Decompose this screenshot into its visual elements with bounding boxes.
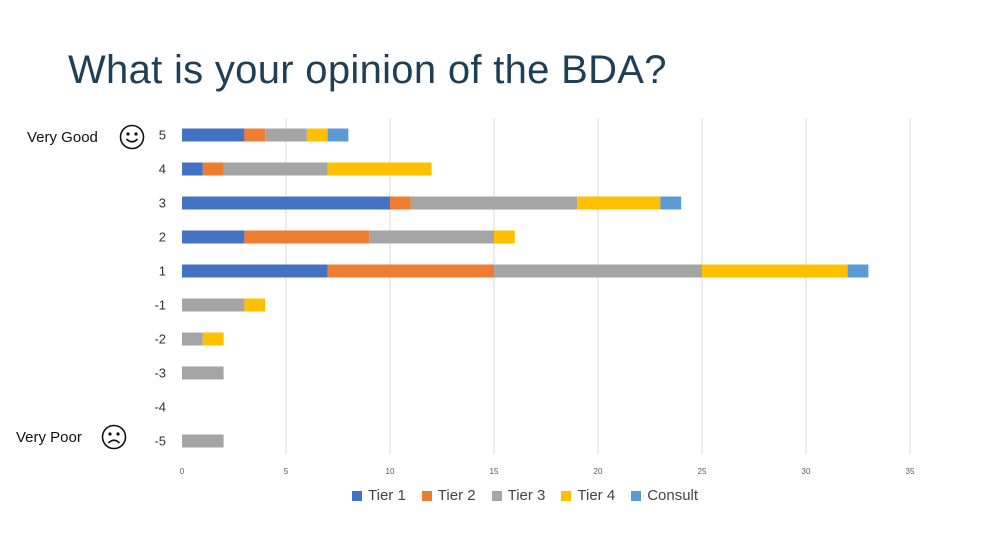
- legend-swatch: [352, 490, 362, 501]
- legend-label: Tier 1: [368, 487, 406, 504]
- bar-segment: [847, 264, 869, 278]
- very-poor-label: Very Poor: [16, 429, 82, 446]
- sad-face-icon: [101, 424, 127, 450]
- bar-segment: [327, 264, 494, 278]
- legend-swatch: [491, 490, 502, 501]
- bar-segment: [306, 128, 328, 142]
- bar-segment: [369, 230, 494, 244]
- bar-segment: [265, 128, 307, 142]
- bars: [182, 128, 869, 448]
- bar-segment: [182, 196, 390, 210]
- y-tick-label: -5: [154, 434, 166, 449]
- y-tick-label: 5: [159, 128, 166, 143]
- x-tick-label: 30: [802, 467, 811, 476]
- legend-swatch: [421, 490, 432, 501]
- y-tick-label: 3: [159, 196, 166, 211]
- x-tick-label: 10: [386, 467, 395, 476]
- bar-segment: [182, 230, 245, 244]
- bar-segment: [244, 128, 266, 142]
- bar-segment: [182, 332, 203, 346]
- x-tick-label: 15: [490, 467, 499, 476]
- stacked-bar-chart: 5 4 3 2 1 -1 -2 -3 -4 -5 0 5 10 15 20 25 30 35: [154, 118, 915, 476]
- bar-segment: [660, 196, 682, 210]
- bar-segment: [494, 264, 702, 278]
- legend: Tier 1 Tier 2 Tier 3 Tier 4 Consult: [352, 487, 698, 504]
- y-tick-label: 4: [159, 162, 166, 177]
- bar-segment: [244, 298, 266, 312]
- legend-item: Tier 4: [561, 487, 615, 504]
- y-tick-label: 2: [159, 230, 166, 245]
- bar-segment: [182, 264, 328, 278]
- x-tick-label: 5: [284, 467, 289, 476]
- bar-segment: [182, 162, 203, 176]
- legend-item: Consult: [631, 487, 698, 504]
- bar-segment: [202, 332, 224, 346]
- bar-segment: [202, 162, 224, 176]
- y-tick-label: -3: [154, 366, 166, 381]
- y-tick-label: 1: [159, 264, 166, 279]
- legend-label: Consult: [647, 487, 699, 504]
- bar-segment: [244, 230, 370, 244]
- bar-segment: [702, 264, 848, 278]
- legend-swatch: [631, 490, 642, 501]
- x-tick-label: 0: [180, 467, 185, 476]
- bar-segment: [410, 196, 578, 210]
- bar-segment: [577, 196, 661, 210]
- bar-segment: [182, 434, 224, 448]
- legend-label: Tier 2: [437, 487, 476, 504]
- x-tick-label: 20: [594, 467, 603, 476]
- bar-segment: [494, 230, 515, 244]
- bar-segment: [182, 128, 245, 142]
- smiley-face-icon: [119, 124, 145, 150]
- x-axis-labels: 0 5 10 15 20 25 30 35: [180, 467, 915, 476]
- y-tick-label: -2: [154, 332, 166, 347]
- legend-label: Tier 3: [507, 487, 546, 504]
- legend-item: Tier 2: [421, 487, 476, 504]
- chart-title: What is your opinion of the BDA?: [68, 48, 667, 92]
- y-axis-labels: 5 4 3 2 1 -1 -2 -3 -4 -5: [154, 128, 166, 449]
- legend-label: Tier 4: [577, 487, 616, 504]
- bar-segment: [327, 162, 432, 176]
- y-tick-label: -1: [154, 298, 166, 313]
- very-good-label: Very Good: [27, 129, 98, 146]
- y-tick-label: -4: [154, 400, 166, 415]
- bar-segment: [182, 298, 245, 312]
- gridlines: [285, 118, 911, 454]
- bar-segment: [390, 196, 411, 210]
- x-tick-label: 35: [906, 467, 915, 476]
- legend-swatch: [561, 490, 572, 501]
- legend-item: Tier 3: [491, 487, 546, 504]
- bar-segment: [327, 128, 349, 142]
- bar-segment: [223, 162, 328, 176]
- legend-item: Tier 1: [352, 487, 406, 504]
- x-tick-label: 25: [698, 467, 707, 476]
- bar-segment: [182, 366, 224, 380]
